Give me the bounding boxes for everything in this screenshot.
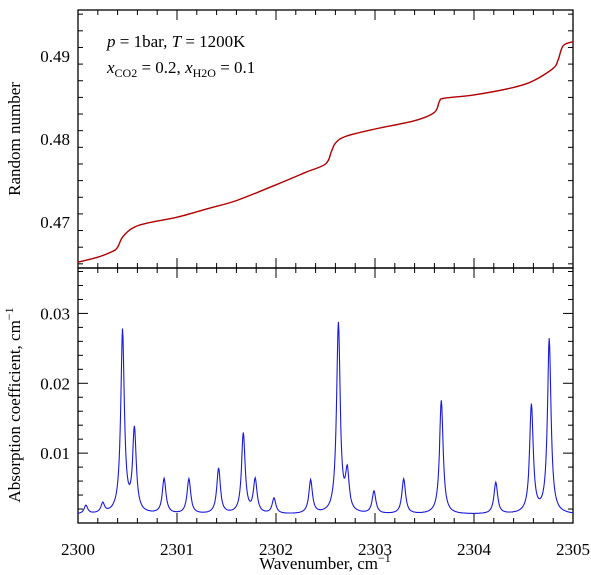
bottom-ytick-label: 0.01: [40, 444, 70, 463]
annotation-pressure-text: = 1bar,: [116, 32, 172, 51]
bottom-xlabel-superscript: −1: [378, 551, 391, 565]
annotation-co2-value: = 0.2,: [137, 58, 185, 77]
bottom-xtick-labels: 2300 2301 2302 2303 2304 2305: [61, 540, 590, 559]
annotation-p-symbol: p: [106, 32, 116, 51]
bottom-ytick-labels: 0.01 0.02 0.03: [40, 304, 70, 463]
bottom-ylabel-superscript: −1: [2, 307, 16, 320]
annotation-h2o-value: = 0.1: [216, 58, 255, 77]
bottom-ytick-label: 0.03: [40, 304, 70, 323]
bottom-xtick-label: 2301: [160, 540, 194, 559]
bottom-panel: 0.01 0.02 0.03 2300 2301 2302 2303 2304 2305 Ab…: [2, 267, 590, 573]
top-panel: 0.47 0.48 0.49 Random number p = 1bar, T =…: [5, 9, 574, 269]
absorption-coefficient-line: [77, 321, 574, 514]
annotation-line-1: p = 1bar, T = 1200K: [106, 32, 246, 51]
bottom-ticks: [77, 268, 574, 523]
annotation-h2o-subscript: H2O: [193, 66, 217, 80]
annotation-t-symbol: T: [172, 32, 183, 51]
bottom-plot-frame: [77, 267, 574, 524]
annotation-co2-subscript: CO2: [115, 66, 138, 80]
random-number-line: [77, 40, 574, 263]
top-ytick-label: 0.47: [40, 213, 70, 232]
top-ytick-label: 0.48: [40, 130, 70, 149]
top-ylabel: Random number: [5, 82, 24, 196]
bottom-ylabel-text: Absorption coefficient, cm: [5, 320, 24, 502]
bottom-xtick-label: 2304: [457, 540, 492, 559]
annotation-x-h2o-symbol: x: [184, 58, 193, 77]
bottom-xtick-label: 2300: [61, 540, 95, 559]
annotation-temperature-text: = 1200K: [181, 32, 246, 51]
bottom-xtick-label: 2303: [358, 540, 392, 559]
annotation-x-co2-symbol: x: [106, 58, 115, 77]
bottom-ylabel: Absorption coefficient, cm−1: [2, 307, 24, 502]
top-ticks: [77, 10, 574, 268]
bottom-ytick-label: 0.02: [40, 374, 70, 393]
annotation-line-2: xCO2 = 0.2, xH2O = 0.1: [106, 58, 255, 80]
top-ytick-label: 0.49: [40, 47, 70, 66]
bottom-xtick-label: 2302: [259, 540, 293, 559]
top-ytick-labels: 0.47 0.48 0.49: [40, 47, 70, 232]
bottom-xtick-label: 2305: [556, 540, 590, 559]
bottom-xlabel: Wavenumber, cm−1: [259, 551, 391, 573]
bottom-xlabel-text: Wavenumber, cm: [259, 554, 378, 573]
